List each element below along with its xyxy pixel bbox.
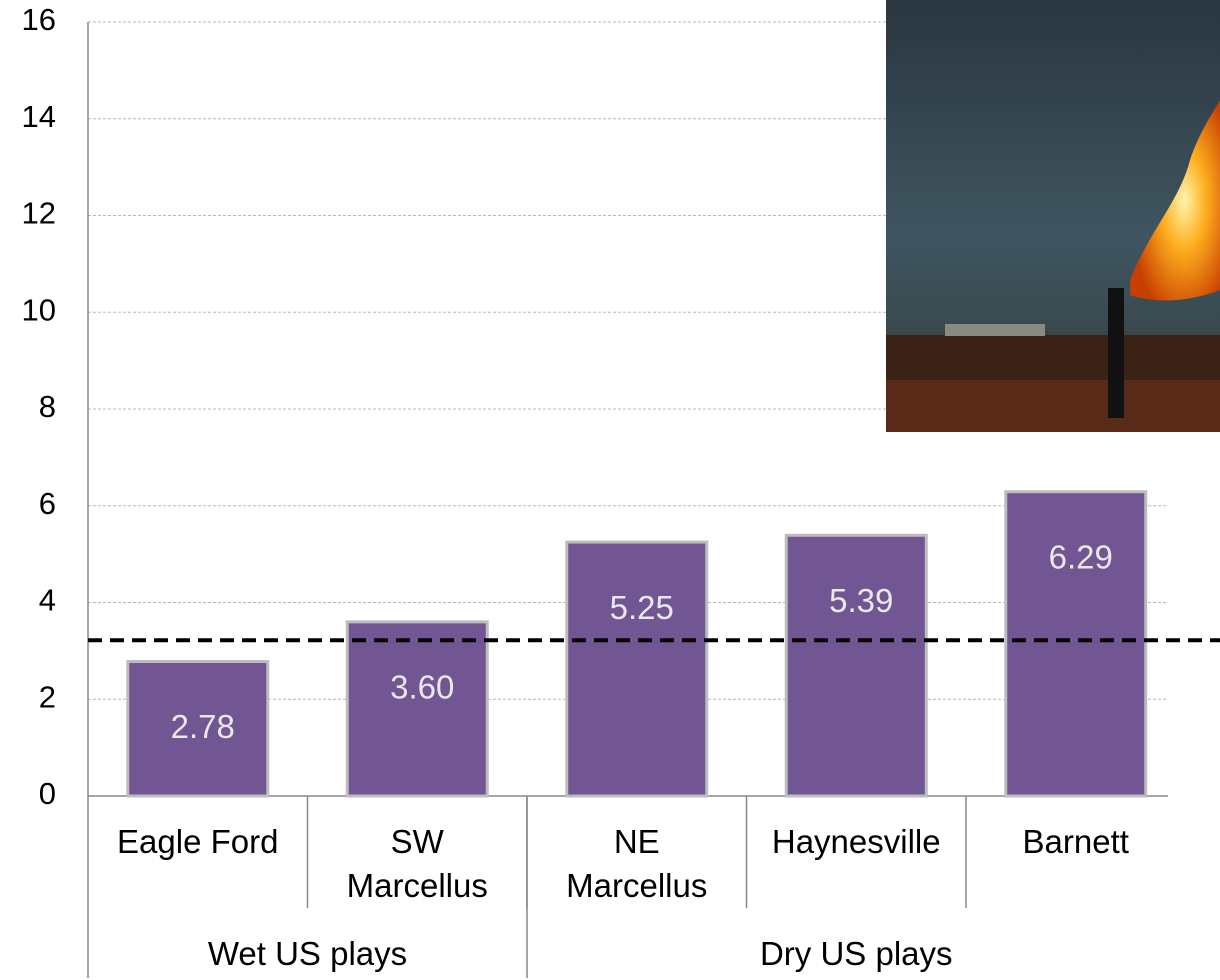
y-tick-label: 6 xyxy=(39,486,56,521)
y-tick-label: 0 xyxy=(39,776,56,811)
group-label: Dry US plays xyxy=(759,935,953,972)
x-tick-label: Eagle Ford xyxy=(117,823,279,860)
bar xyxy=(345,620,489,798)
bar xyxy=(784,533,928,798)
y-tick-label: 16 xyxy=(22,2,56,37)
value-label: 2.78 xyxy=(171,708,235,745)
x-tick-label: SW Marcellus xyxy=(346,823,488,904)
x-tick-label: NE Marcellus xyxy=(566,823,708,904)
y-tick-label: 8 xyxy=(39,389,56,424)
value-label: 6.29 xyxy=(1049,538,1113,575)
y-tick-label: 12 xyxy=(22,196,56,231)
y-tick-label: 4 xyxy=(39,583,56,618)
y-tick-label: 10 xyxy=(22,292,56,327)
y-tick-label: 2 xyxy=(39,679,56,714)
x-tick-label: Haynesville xyxy=(771,823,941,860)
bar xyxy=(565,540,709,798)
photo xyxy=(886,0,1220,432)
y-tick-label: 14 xyxy=(22,99,56,134)
value-label: 5.39 xyxy=(829,582,893,619)
x-tick-label: Barnett xyxy=(1022,823,1129,860)
value-label: 5.25 xyxy=(610,589,674,626)
bar xyxy=(126,660,270,798)
value-label: 3.60 xyxy=(390,669,454,706)
group-label: Wet US plays xyxy=(207,935,408,972)
bar xyxy=(1004,490,1148,798)
